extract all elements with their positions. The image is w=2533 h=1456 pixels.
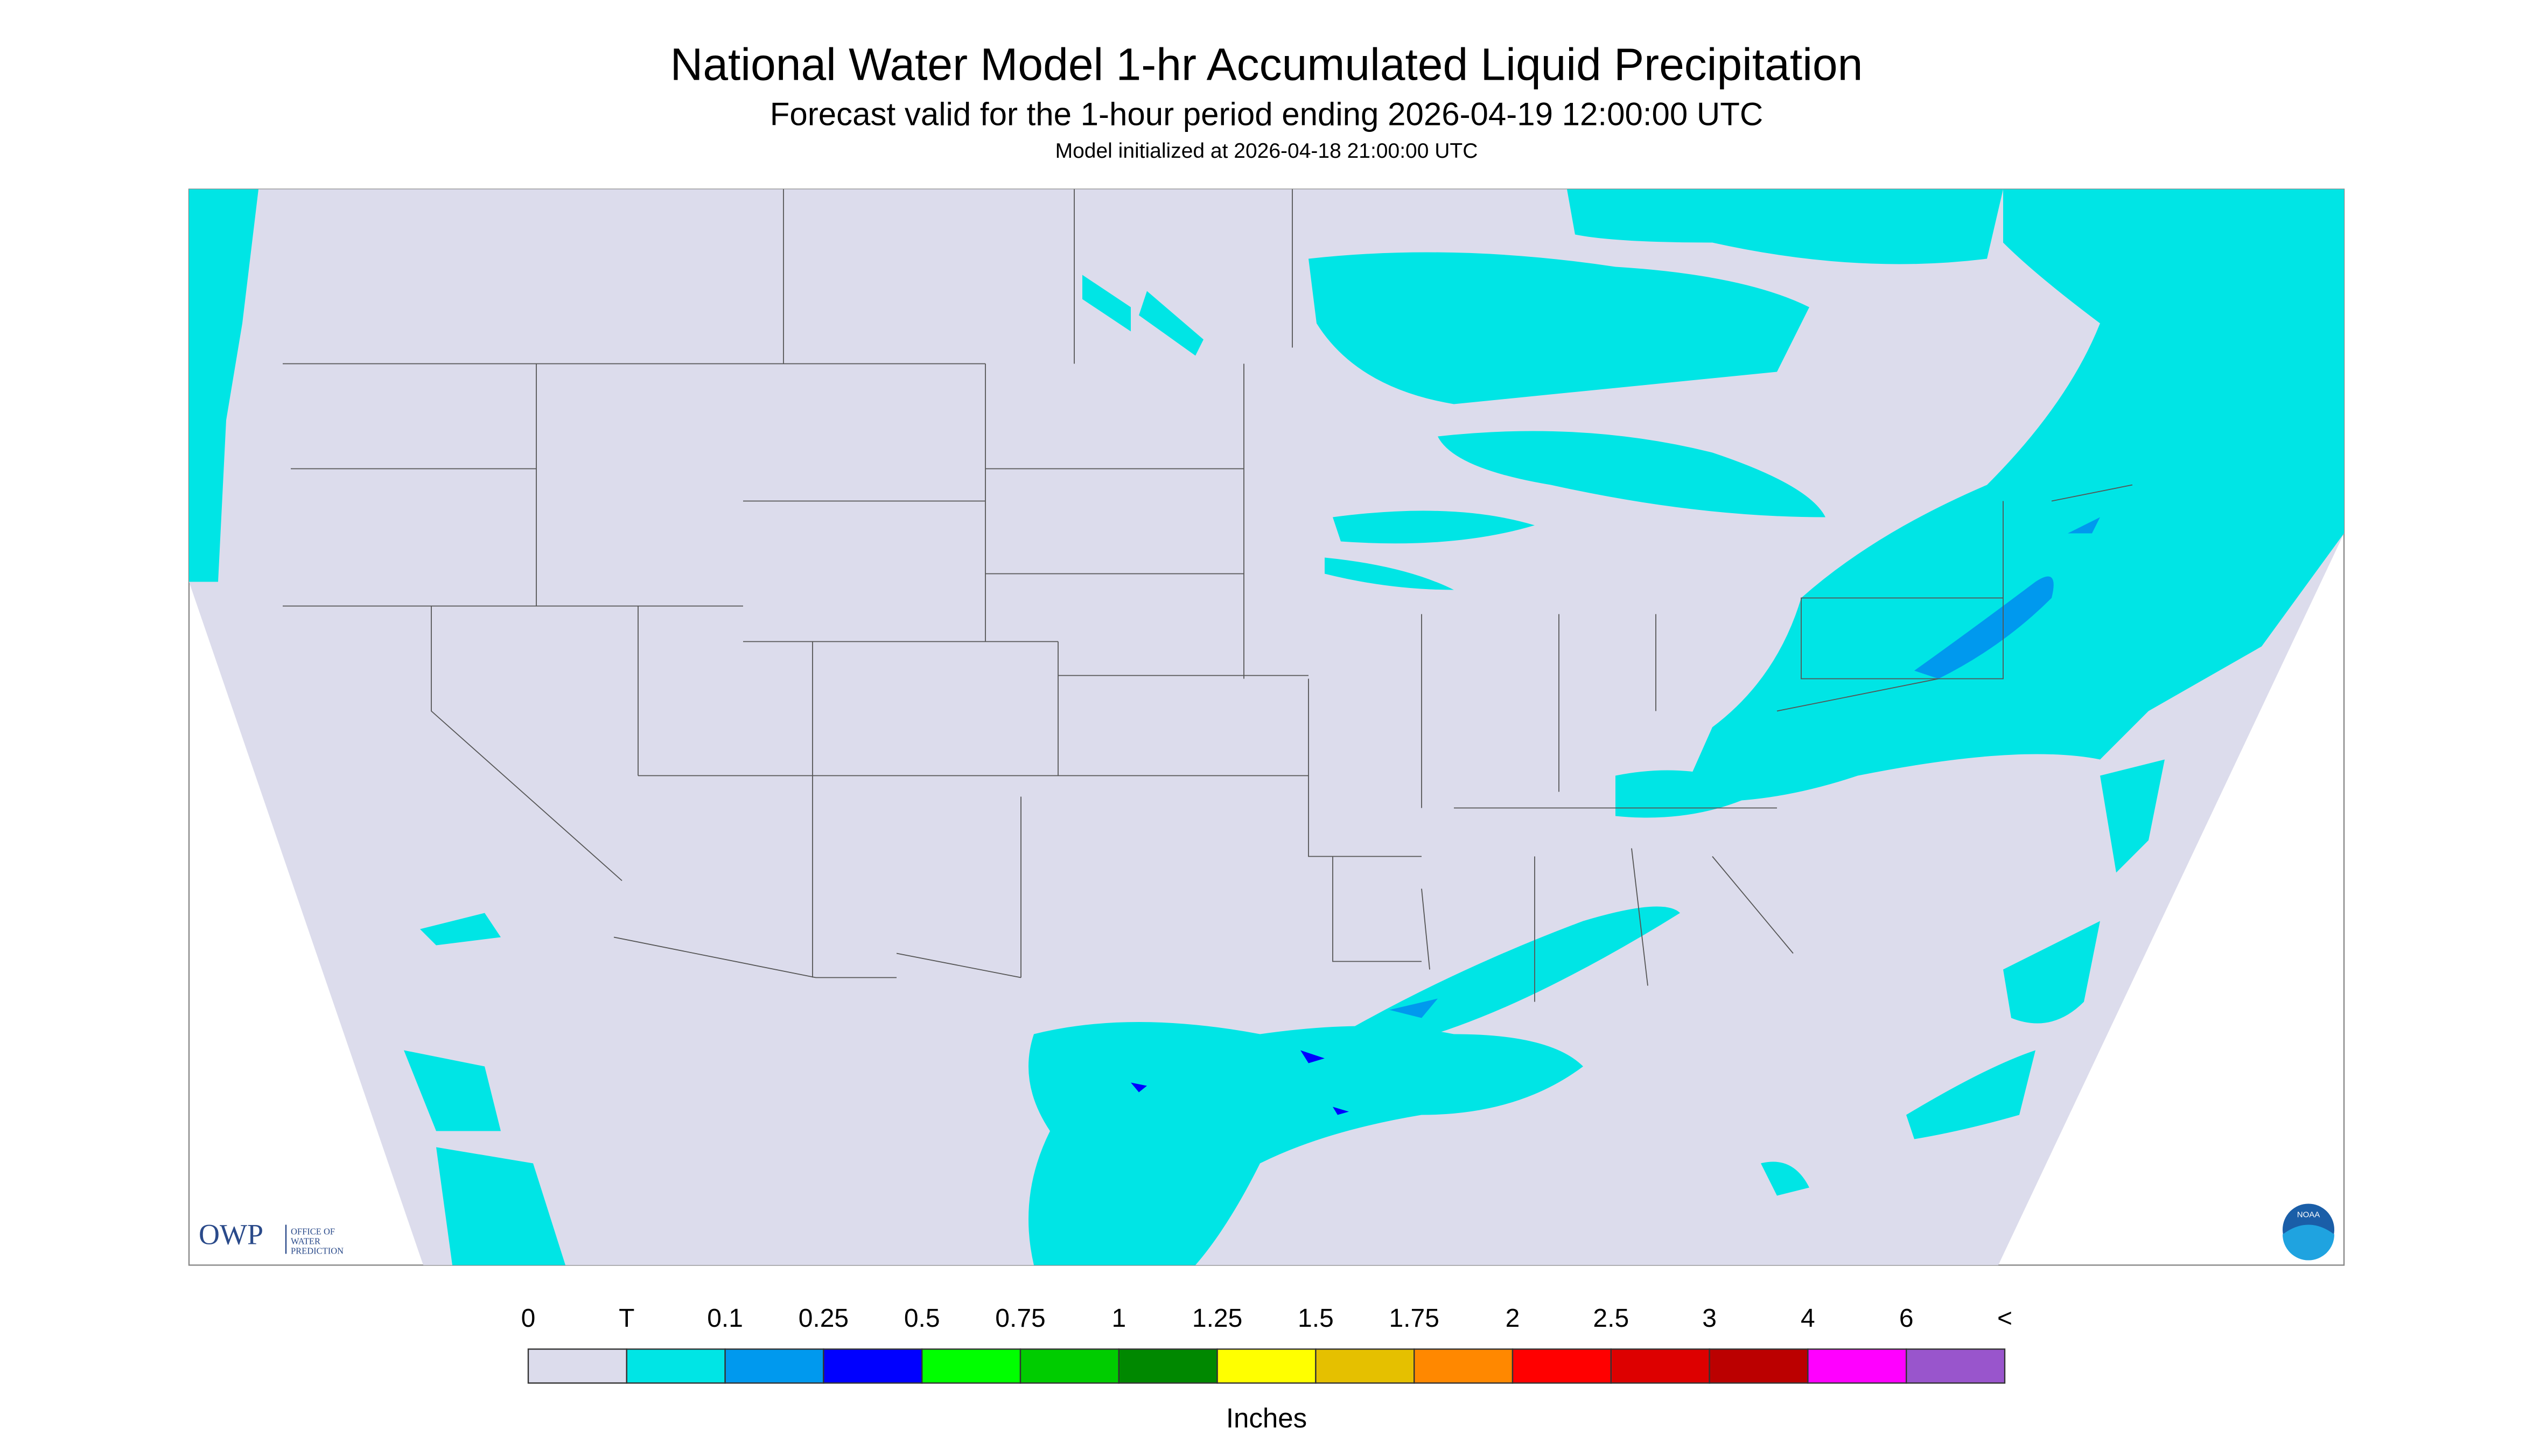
logo-line: PREDICTION bbox=[291, 1246, 344, 1256]
logo-line: OFFICE OF bbox=[291, 1227, 335, 1237]
legend-label: 3 bbox=[1702, 1304, 1717, 1333]
legend-label: 2.5 bbox=[1593, 1304, 1629, 1333]
legend-swatch bbox=[823, 1348, 923, 1384]
legend-swatch bbox=[1512, 1348, 1612, 1384]
legend-label: 0.5 bbox=[904, 1304, 940, 1333]
boundaries bbox=[283, 189, 2133, 1002]
legend-label: 0.75 bbox=[995, 1304, 1045, 1333]
legend-label: 0.25 bbox=[799, 1304, 849, 1333]
logo-text: OWP bbox=[199, 1219, 263, 1251]
legend-label: 0 bbox=[521, 1304, 536, 1333]
owp-logo: OWP OFFICE OF WATER PREDICTION bbox=[199, 1219, 344, 1256]
init-time: Model initialized at 2026-04-18 21:00:00… bbox=[1055, 139, 1478, 163]
legend-swatch bbox=[1315, 1348, 1415, 1384]
legend-label: 1.75 bbox=[1389, 1304, 1439, 1333]
legend-label: < bbox=[1997, 1304, 2012, 1333]
legend-label: T bbox=[619, 1304, 634, 1333]
noaa-text: NOAA bbox=[2297, 1210, 2320, 1219]
precipitation bbox=[189, 189, 2344, 1265]
legend-label: 6 bbox=[1899, 1304, 1914, 1333]
subtitle: Forecast valid for the 1-hour period end… bbox=[770, 96, 1763, 132]
legend-label: 1.5 bbox=[1298, 1304, 1334, 1333]
legend-unit: Inches bbox=[1226, 1403, 1307, 1433]
legend-swatch bbox=[1118, 1348, 1218, 1384]
legend-label: 2 bbox=[1506, 1304, 1520, 1333]
legend-swatch bbox=[1216, 1348, 1317, 1384]
legend-swatch bbox=[724, 1348, 824, 1384]
title: National Water Model 1-hr Accumulated Li… bbox=[670, 39, 1863, 90]
legend-label: 0.1 bbox=[707, 1304, 743, 1333]
map bbox=[189, 189, 2344, 1265]
legend-label: 4 bbox=[1801, 1304, 1815, 1333]
legend-label: 1.25 bbox=[1192, 1304, 1242, 1333]
legend-swatch bbox=[1709, 1348, 1809, 1384]
legend-swatch bbox=[1905, 1348, 2006, 1384]
legend-swatch bbox=[1610, 1348, 1710, 1384]
legend: Inches 0 T 0.1 0.25 0.5 0.75 1 1.25 1.5 1.75 2 2.5 3… bbox=[521, 1304, 2012, 1433]
legend-swatch bbox=[1414, 1348, 1514, 1384]
legend-swatch bbox=[921, 1348, 1021, 1384]
legend-swatch bbox=[527, 1348, 628, 1384]
legend-swatch bbox=[1807, 1348, 1907, 1384]
legend-swatch bbox=[626, 1348, 726, 1384]
noaa-logo: NOAA bbox=[2283, 1203, 2334, 1261]
legend-swatch bbox=[1019, 1348, 1120, 1384]
legend-label: 1 bbox=[1111, 1304, 1126, 1333]
logo-line: WATER bbox=[291, 1236, 320, 1247]
